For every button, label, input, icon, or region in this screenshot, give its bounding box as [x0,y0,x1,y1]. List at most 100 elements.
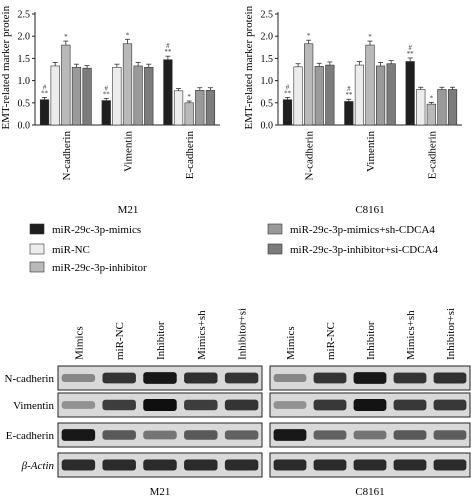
blot-row-label: β-Actin [21,460,55,472]
y-tick-label: 1.0 [18,76,31,87]
significance-mark: ** [345,91,353,99]
blot-band [273,401,307,409]
blot-band [313,399,347,411]
blot-panel-title: M21 [150,486,171,498]
significance-mark: # [408,44,412,52]
blot-band [353,372,387,384]
blot-band [433,430,467,440]
bar [416,89,426,126]
significance-mark: ** [41,89,49,97]
lane-label: Mimics [285,326,297,360]
blot-band [143,372,177,384]
significance-mark: # [347,85,351,93]
bar [447,89,458,126]
bar [426,103,436,126]
legend-swatch [267,243,283,255]
significance-mark: ** [103,90,111,98]
y-tick-label: 2.0 [261,32,274,43]
blot-row-label: N-cadherin [5,373,55,385]
blot-panel-title: C8161 [355,486,384,498]
y-tick-label: 0.0 [261,121,274,132]
bar [122,43,133,126]
significance-mark: ** [284,89,292,97]
blot-band [102,459,136,471]
y-tick-label: 1.5 [18,54,31,65]
x-category-label: N-cadherin [61,131,73,181]
blot-band [353,399,387,411]
lane-label: Inhibitor [155,321,167,360]
significance-mark: * [307,32,311,40]
lane-label: miR-NC [114,322,126,360]
blot-band [102,430,136,440]
significance-mark: # [166,42,170,50]
blot-band [224,430,259,440]
y-tick-label: 0.5 [18,98,31,109]
bar [39,99,50,126]
blot-band [184,372,218,384]
lane-label: Inhibitor+si [237,308,249,360]
blot-band [224,459,259,471]
x-category-label: N-cadherin [304,131,316,181]
legend-label: miR-29c-3p-mimics [52,224,141,236]
lane-label: Inhibitor+si [445,308,457,360]
y-tick-label: 1.0 [261,76,274,87]
lane-label: Mimics+sh [405,310,417,360]
blot-band [61,401,96,409]
lane-label: Mimics+sh [196,310,208,360]
blot-band [433,459,467,471]
blot-band [313,372,347,384]
significance-mark: * [430,94,434,102]
y-tick-label: 0.5 [261,98,274,109]
legend-label: miR-29c-3p-inhibitor+si-CDCA4 [290,244,438,256]
chart-title: M21 [118,204,139,216]
bar [293,66,303,126]
bar [354,64,365,126]
blot-row-label: E-cadherin [6,430,55,442]
blot-band [393,459,427,471]
legend-label: miR-29c-3p-inhibitor [52,262,147,274]
blot-band [433,399,467,411]
blot-band [224,399,259,411]
blot-band [273,429,307,441]
blot-row-label: Vimentin [13,400,54,412]
blot-band [184,399,218,411]
bar [101,100,111,126]
significance-mark: # [104,84,108,92]
y-axis-label: EMT-related marker protein [243,5,255,129]
bar [61,44,71,126]
bar [365,44,375,126]
blot-band [393,430,427,440]
bar [314,66,324,126]
significance-mark: * [64,33,68,41]
blot-band [433,372,467,384]
blot-band [61,429,96,441]
y-tick-label: 0.0 [18,121,31,132]
legend-label: miR-NC [52,244,90,256]
y-tick-label: 2.5 [261,10,274,21]
bar [195,90,205,126]
bar [133,65,143,126]
x-category-label: Vimentin [365,131,377,172]
bar [144,66,154,126]
x-category-label: E-cadherin [184,131,196,180]
blot-band [61,459,96,471]
blot-band [353,459,387,471]
blot-band [353,430,387,440]
legend-swatch [29,223,45,235]
blot-band [393,399,427,411]
x-category-label: E-cadherin [426,131,438,180]
bar [50,65,60,126]
bar [405,61,415,126]
blot-band [61,373,96,383]
bar [71,66,82,126]
lane-label: miR-NC [325,322,337,360]
bar [325,64,335,126]
blot-band [393,372,427,384]
bar [375,65,386,126]
significance-mark: * [126,31,130,39]
y-tick-label: 1.5 [261,54,274,65]
bar [112,66,122,126]
blot-band [102,399,136,411]
blot-band [143,459,177,471]
y-tick-label: 2.0 [18,32,31,43]
